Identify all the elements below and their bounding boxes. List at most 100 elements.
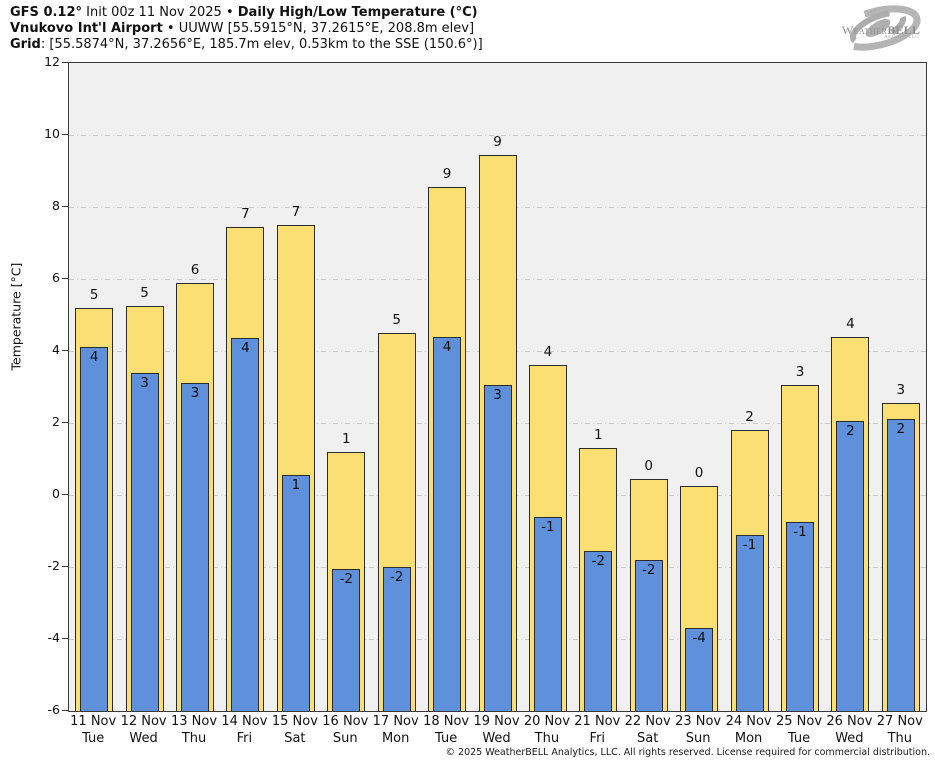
y-tick-label-2: 2 [52, 414, 60, 429]
x-tick-weekday-8: Wed [482, 731, 511, 746]
chart-header: GFS 0.12° Init 00z 11 Nov 2025 • Daily H… [10, 5, 483, 53]
x-tick-weekday-13: Mon [734, 731, 763, 746]
low-value-label: -2 [389, 569, 404, 585]
x-tick-date-24-Nov: 24 Nov [725, 714, 772, 729]
x-tick-date-13-Nov: 13 Nov [170, 714, 218, 729]
y-tick-mark-10 [62, 134, 68, 135]
x-tick-date-19-Nov: 19 Nov [473, 714, 520, 729]
low-value-label: 4 [89, 349, 99, 366]
high-value-label: 2 [745, 409, 754, 426]
x-tick-date-15-Nov: 15 Nov [271, 714, 318, 729]
x-tick-date-22-Nov: 22 Nov [624, 714, 671, 729]
low-value-label: 4 [442, 338, 452, 355]
x-tick-date-16-Nov: 16 Nov [322, 714, 369, 729]
y-tick-label-10: 10 [44, 126, 60, 141]
y-tick-label-8: 8 [52, 198, 60, 213]
x-tick-weekday-15: Wed [835, 731, 864, 746]
low-bar-20-Nov [533, 516, 562, 711]
high-value-label: 0 [644, 457, 653, 474]
high-value-label: 1 [342, 430, 351, 447]
y-tick-label--2: -2 [47, 558, 60, 573]
y-tick-label-4: 4 [52, 342, 60, 357]
y-tick-mark--6 [62, 710, 68, 711]
low-bar-24-Nov [735, 534, 764, 711]
x-tick-date-26-Nov: 26 Nov [826, 714, 873, 729]
x-tick-weekday-3: Fri [236, 731, 253, 746]
low-value-label: -4 [692, 630, 706, 647]
x-tick-date-18-Nov: 18 Nov [423, 714, 470, 729]
low-bar-23-Nov [685, 628, 714, 711]
high-value-label: 5 [89, 286, 99, 303]
grid-label: Grid [10, 37, 41, 52]
low-bar-22-Nov [634, 559, 663, 711]
low-value-label: 4 [241, 340, 250, 357]
low-bar-14-Nov [231, 338, 260, 711]
high-value-label: 0 [694, 465, 704, 481]
y-tick-mark-4 [62, 350, 68, 351]
x-tick-weekday-0: Tue [82, 731, 105, 746]
x-tick-date-20-Nov: 20 Nov [523, 714, 570, 729]
y-tick-mark--2 [62, 566, 68, 567]
x-tick-date-12-Nov: 12 Nov [120, 714, 167, 729]
header-line-2: Vnukovo Int'l Airport • UUWW [55.5915°N,… [10, 21, 483, 37]
high-value-label: 3 [795, 364, 805, 381]
low-value-label: 3 [493, 387, 502, 404]
low-value-label: -1 [541, 518, 555, 535]
x-tick-weekday-12: Sun [685, 731, 711, 746]
x-tick-weekday-16: Thu [887, 731, 912, 746]
x-tick-date-11-Nov: 11 Nov [70, 714, 117, 729]
low-value-label: 3 [190, 385, 200, 402]
logo-subtitle: Analytics LLC [884, 35, 920, 40]
high-value-label: 5 [392, 312, 401, 328]
low-value-label: 2 [896, 421, 906, 438]
y-tick-label--4: -4 [47, 630, 60, 645]
x-tick-weekday-9: Thu [534, 731, 560, 746]
x-tick-date-25-Nov: 25 Nov [775, 714, 823, 729]
station-coordinates: • UUWW [55.5915°N, 37.2615°E, 208.8m ele… [162, 21, 475, 36]
low-bar-18-Nov [433, 336, 462, 711]
high-value-label: 7 [291, 204, 301, 220]
low-bar-26-Nov [836, 421, 865, 711]
station-name: Vnukovo Int'l Airport [10, 21, 163, 36]
low-value-label: -2 [591, 552, 606, 569]
weatherbell-logo: WeatherBELL Analytics LLC [830, 2, 932, 54]
y-tick-label--6: -6 [47, 702, 60, 717]
low-value-label: -2 [641, 561, 656, 578]
logo-bell-text: BELL [887, 23, 921, 37]
high-value-label: 9 [442, 166, 452, 183]
x-tick-date-23-Nov: 23 Nov [675, 714, 722, 729]
low-value-label: 2 [846, 423, 855, 440]
low-bar-25-Nov [786, 522, 814, 711]
y-tick-mark-0 [62, 494, 68, 495]
low-value-label: -1 [793, 524, 807, 540]
high-value-label: 5 [140, 285, 149, 301]
header-line-3: Grid: [55.5874°N, 37.2656°E, 185.7m elev… [10, 37, 483, 53]
y-tick-mark-12 [62, 62, 68, 63]
y-tick-mark-2 [62, 422, 68, 423]
low-bar-12-Nov [130, 372, 159, 711]
x-tick-weekday-7: Tue [434, 731, 458, 746]
high-value-label: 7 [241, 205, 250, 222]
x-tick-weekday-10: Fri [589, 731, 606, 746]
logo-weather-text: Weather [841, 23, 888, 37]
high-value-label: 4 [846, 315, 855, 332]
x-tick-weekday-4: Sat [284, 731, 306, 746]
init-time-label: Init 00z 11 Nov 2025 • [82, 5, 238, 20]
x-tick-weekday-6: Mon [381, 731, 410, 746]
high-value-label: 1 [594, 427, 603, 444]
low-bar-13-Nov [181, 383, 209, 711]
high-value-label: 9 [493, 133, 502, 150]
y-tick-label-6: 6 [52, 270, 60, 285]
x-tick-weekday-11: Sat [637, 731, 659, 746]
high-value-label: 6 [190, 261, 200, 278]
low-value-label: 1 [291, 477, 301, 494]
logo-wordmark: WeatherBELL [830, 23, 932, 38]
high-value-label: 4 [543, 344, 553, 361]
header-line-1: GFS 0.12° Init 00z 11 Nov 2025 • Daily H… [10, 5, 483, 21]
copyright-notice: © 2025 WeatherBELL Analytics, LLC. All r… [445, 747, 930, 758]
grid-coordinates: : [55.5874°N, 37.2656°E, 185.7m elev, 0.… [40, 37, 483, 52]
y-tick-mark-8 [62, 206, 68, 207]
x-tick-weekday-1: Wed [129, 731, 158, 746]
low-bar-27-Nov [886, 419, 915, 711]
